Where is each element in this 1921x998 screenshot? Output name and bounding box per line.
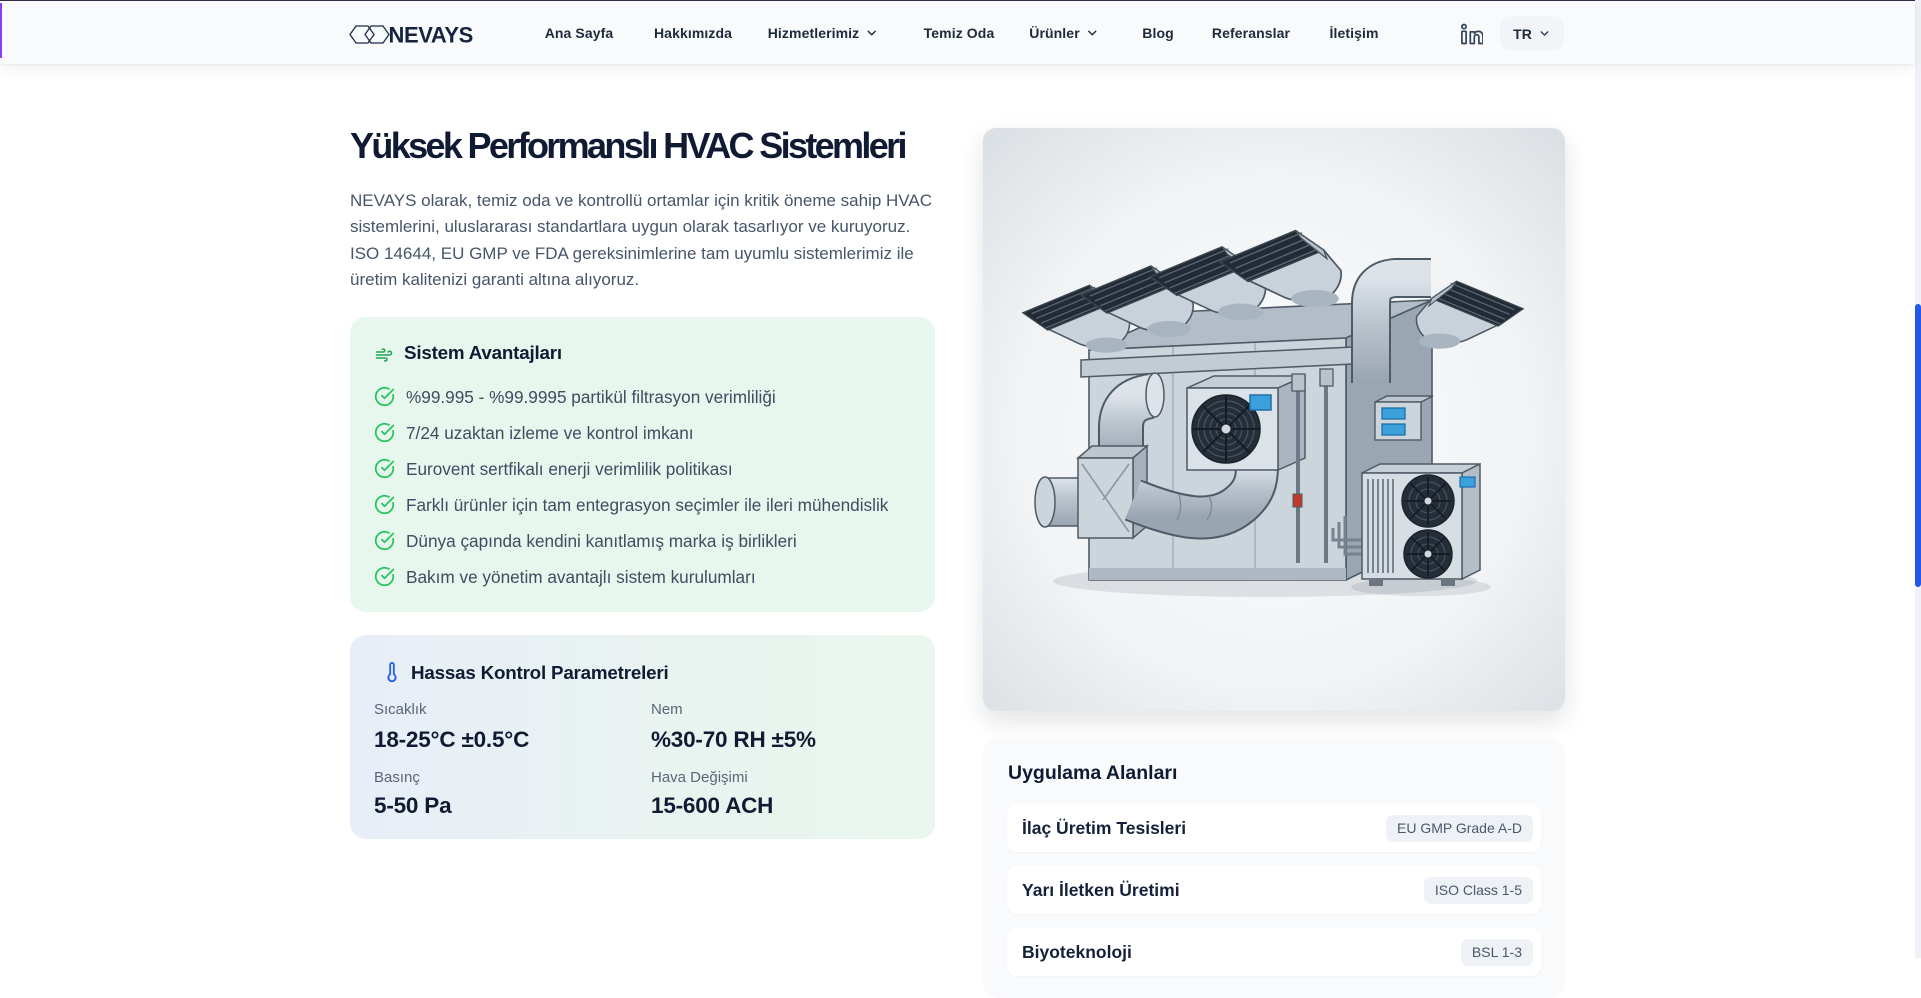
- svg-text:NEVAYS: NEVAYS: [389, 23, 473, 48]
